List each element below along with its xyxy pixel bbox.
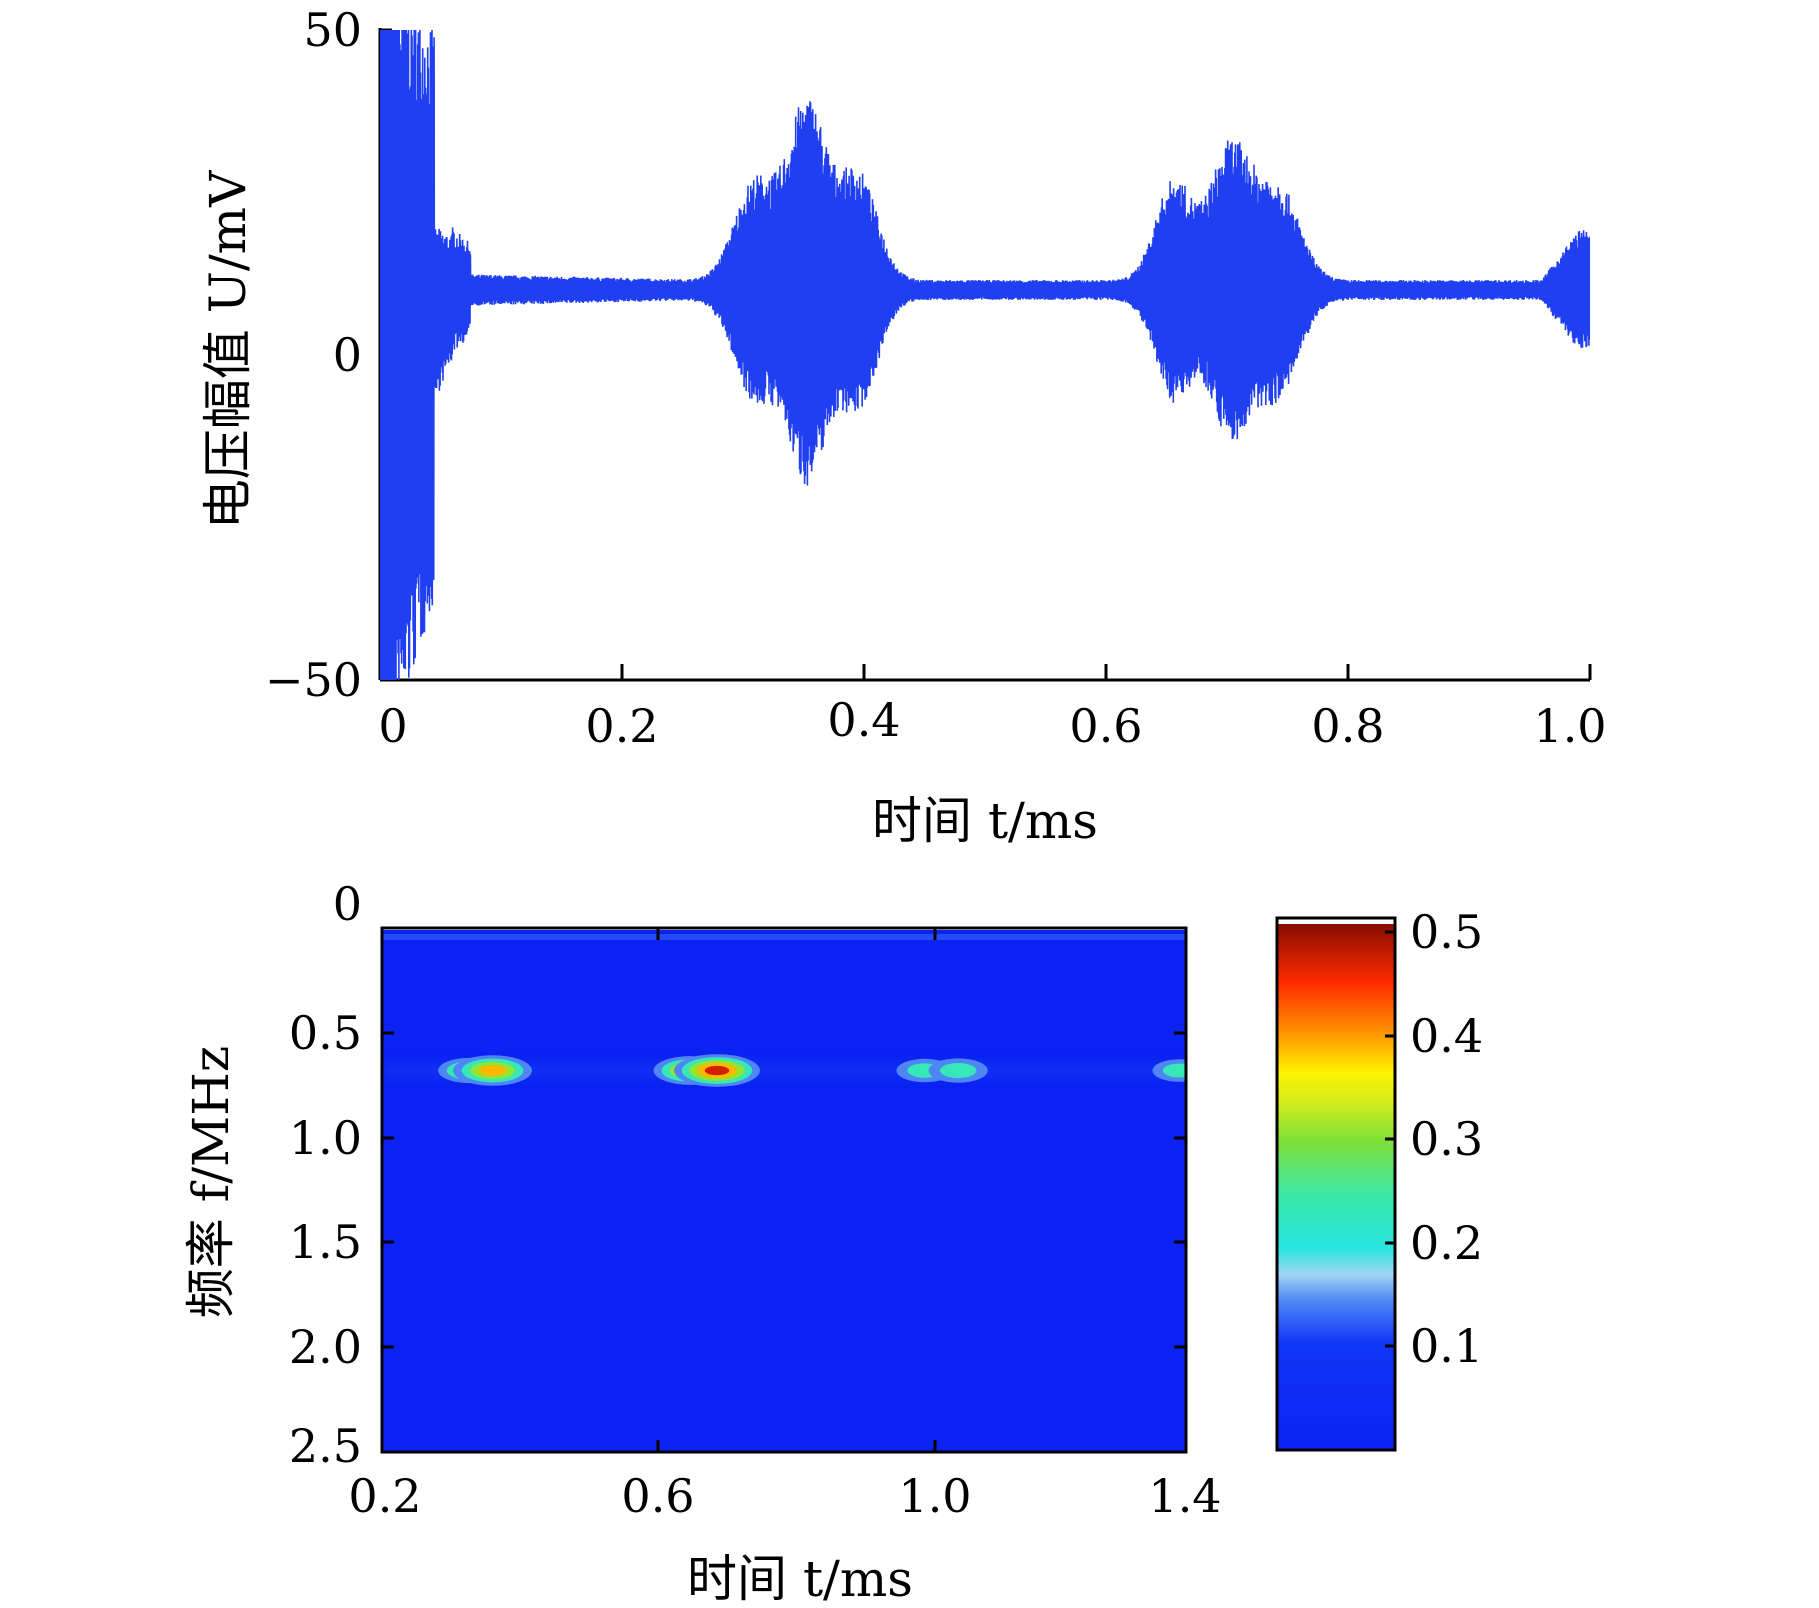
signal-x-tick-label: 0 [378, 699, 407, 753]
signal-x-axis-label: 时间 t/ms [872, 792, 1098, 850]
signal-x-tick-label: 0.4 [827, 693, 900, 747]
spectrogram-y-tick-label: 0.5 [289, 1006, 362, 1060]
colorbar-frame [1275, 916, 1397, 1452]
spectrogram-background [382, 930, 1186, 1452]
hotspot-contour [1162, 1063, 1186, 1078]
signal-x-tick-label: 0.6 [1069, 699, 1142, 753]
spectrogram-y-tick-label: 2.5 [289, 1419, 362, 1473]
spectrogram-hotspot [1152, 1059, 1186, 1082]
signal-trace [380, 30, 1590, 680]
spectrogram-frame [380, 926, 1188, 1454]
spectrogram-y-tick-label: 1.0 [289, 1111, 362, 1165]
hotspot-contour [704, 1065, 730, 1076]
signal-initial-spike [382, 30, 395, 680]
spectrogram-frequency-line [382, 1066, 1186, 1075]
signal-chart: 50 0 −50 0 0.2 0.4 0.6 0.8 1.0 时间 t/ms 电… [199, 3, 1607, 850]
spectrogram-y-tick-label: 2.0 [289, 1320, 362, 1374]
colorbar-top-band [1277, 918, 1395, 924]
spectrogram-y-axis-label: 频率 f/MHz [182, 1046, 240, 1318]
signal-x-tick-labels: 0 0.2 0.4 0.6 0.8 1.0 [378, 693, 1606, 753]
signal-y-tick-label: 50 [303, 3, 362, 57]
signal-x-tick-label: 1.0 [1533, 699, 1606, 753]
spectrogram-y-tick-labels: 0 0.5 1.0 1.5 2.0 2.5 [289, 877, 362, 1473]
signal-axes [378, 28, 1592, 682]
signal-x-tick-label: 0.8 [1311, 699, 1384, 753]
colorbar-tick-label: 0.4 [1410, 1009, 1483, 1063]
spectrogram-x-tick-label: 0.6 [621, 1469, 694, 1523]
colorbar-tick-label: 0.5 [1410, 905, 1483, 959]
spectrogram-x-tick-label: 1.0 [898, 1469, 971, 1523]
signal-series-line [380, 30, 1590, 680]
spectrogram-x-tick-label: 1.4 [1148, 1469, 1221, 1523]
signal-x-tick-label: 0.2 [585, 699, 658, 753]
colorbar-tick-label: 0.3 [1410, 1112, 1483, 1166]
signal-y-tick-label: −50 [265, 653, 362, 707]
spectrogram-x-tick-label: 0.2 [348, 1469, 421, 1523]
spectrogram-hotspot [453, 1055, 532, 1086]
colorbar-tick-label: 0.2 [1410, 1216, 1483, 1270]
signal-y-tick-label: 0 [333, 328, 362, 382]
spectrogram-y-tick-label: 0 [333, 877, 362, 931]
signal-y-axis-label: 电压幅值 U/mV [199, 170, 257, 529]
spectrogram-y-tick-label: 1.5 [289, 1215, 362, 1269]
signal-y-tick-labels: 50 0 −50 [265, 3, 362, 707]
colorbar-gradient [1277, 918, 1395, 1450]
spectrogram-chart: 0 0.5 1.0 1.5 2.0 2.5 0.2 0.6 1.0 1.4 时间… [182, 877, 1483, 1608]
spectrogram-x-axis-label: 时间 t/ms [687, 1550, 913, 1608]
hotspot-contour [939, 1063, 977, 1079]
colorbar: 0.5 0.4 0.3 0.2 0.1 [1275, 905, 1483, 1452]
hotspot-contour [478, 1065, 507, 1076]
spectrogram-axes [380, 926, 1188, 1454]
spectrogram-hotspots [382, 934, 1186, 1087]
spectrogram-top-band [382, 934, 1186, 940]
spectrogram-hotspot [674, 1054, 760, 1087]
colorbar-tick-label: 0.1 [1410, 1319, 1483, 1373]
spectrogram-x-tick-labels: 0.2 0.6 1.0 1.4 [348, 1469, 1221, 1523]
spectrogram-hotspot [928, 1058, 988, 1083]
